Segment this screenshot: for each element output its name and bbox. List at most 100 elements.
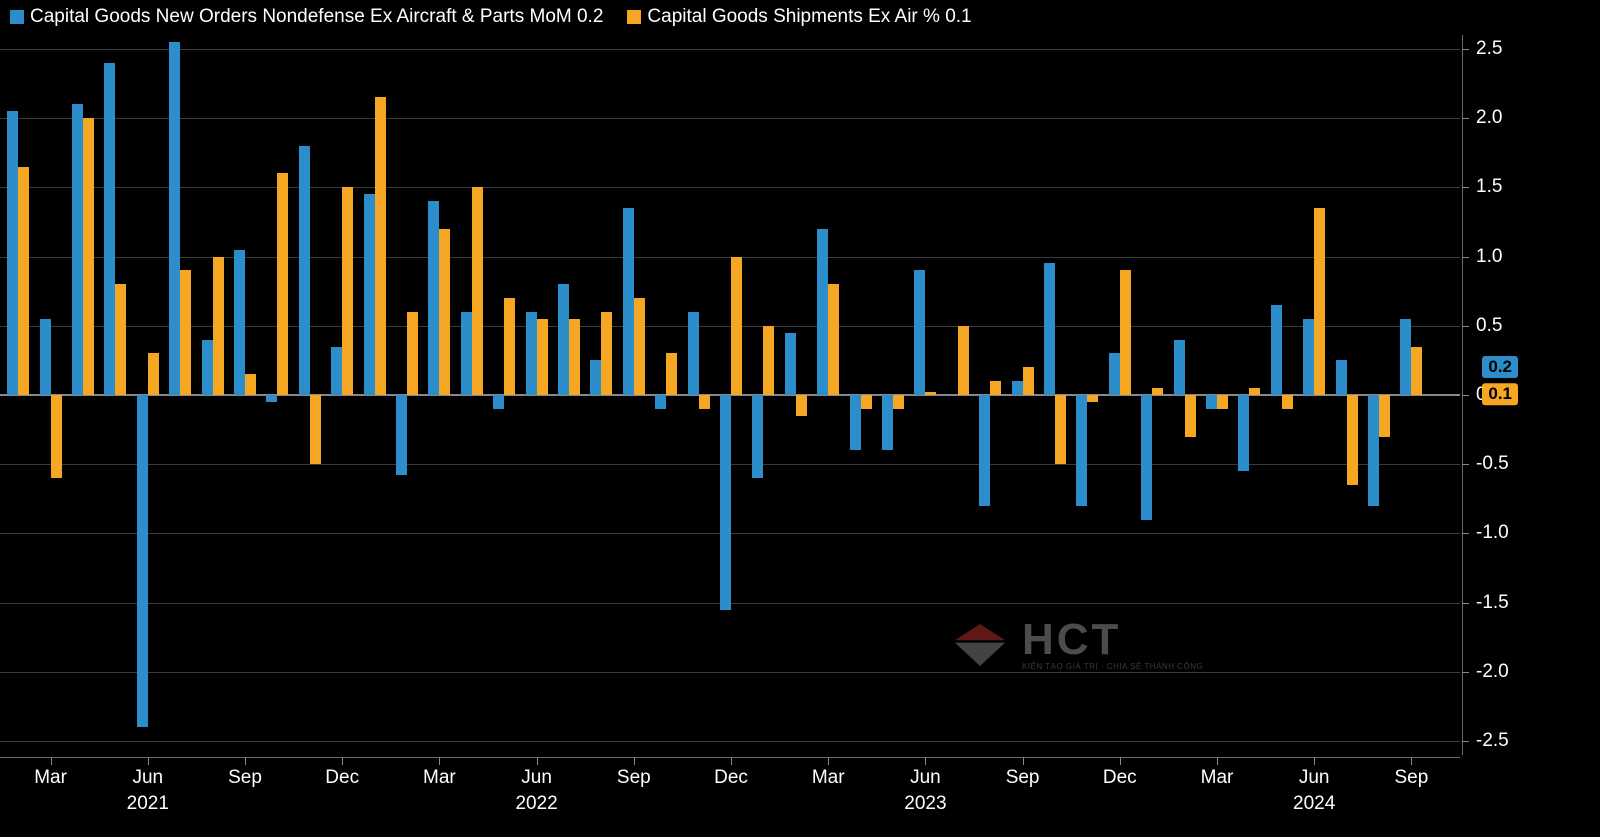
y-tick-mark (1462, 187, 1469, 188)
x-tick-label: Jun (1299, 767, 1330, 789)
bar-orders (364, 194, 375, 395)
bar-orders (752, 395, 763, 478)
bar-orders (266, 395, 277, 402)
y-tick-label: 1.0 (1476, 246, 1502, 268)
y-tick-mark (1462, 49, 1469, 50)
bar-orders (720, 395, 731, 610)
y-tick-label: -2.0 (1476, 661, 1509, 683)
legend-item-orders: Capital Goods New Orders Nondefense Ex A… (10, 6, 603, 28)
bar-orders (428, 201, 439, 395)
bar-orders (104, 63, 115, 395)
bar-shipments (407, 312, 418, 395)
bar-orders (1141, 395, 1152, 520)
legend-swatch-shipments (627, 10, 641, 24)
latest-value-marker: 0.1 (1482, 383, 1518, 405)
bar-orders (882, 395, 893, 450)
bar-shipments (731, 257, 742, 395)
bar-shipments (569, 319, 580, 395)
latest-value-marker: 0.2 (1482, 356, 1518, 378)
bar-orders (1076, 395, 1087, 506)
y-tick-label: 2.0 (1476, 107, 1502, 129)
watermark-title: HCT (1022, 620, 1203, 660)
bar-shipments (213, 257, 224, 395)
bar-orders (299, 146, 310, 395)
x-year-label: 2024 (1293, 793, 1335, 815)
x-tick-mark (731, 757, 732, 765)
x-tick-mark (828, 757, 829, 765)
bar-shipments (277, 173, 288, 395)
x-tick-mark (1023, 757, 1024, 765)
x-year-label: 2021 (127, 793, 169, 815)
bar-orders (1271, 305, 1282, 395)
bar-shipments (666, 353, 677, 395)
y-tick-label: 0.5 (1476, 315, 1502, 337)
bar-shipments (990, 381, 1001, 395)
y-tick-mark (1462, 257, 1469, 258)
bar-shipments (1217, 395, 1228, 409)
bar-orders (202, 340, 213, 395)
x-tick-label: Mar (1201, 767, 1234, 789)
bar-shipments (1249, 388, 1260, 395)
bar-orders (623, 208, 634, 395)
bar-orders (1109, 353, 1120, 395)
bar-shipments (537, 319, 548, 395)
x-tick-mark (634, 757, 635, 765)
bar-shipments (115, 284, 126, 395)
x-tick-mark (51, 757, 52, 765)
bar-orders (72, 104, 83, 395)
bar-shipments (1185, 395, 1196, 437)
bar-orders (914, 270, 925, 395)
bar-orders (396, 395, 407, 475)
x-tick-mark (1217, 757, 1218, 765)
y-tick-label: 2.5 (1476, 38, 1502, 60)
y-tick-label: -2.5 (1476, 730, 1509, 752)
bar-shipments (472, 187, 483, 395)
bar-shipments (828, 284, 839, 395)
bar-orders (1368, 395, 1379, 506)
bar-shipments (699, 395, 710, 409)
y-tick-label: -1.5 (1476, 592, 1509, 614)
bar-orders (1336, 360, 1347, 395)
bar-orders (817, 229, 828, 395)
x-tick-label: Mar (812, 767, 845, 789)
x-tick-label: Sep (1006, 767, 1040, 789)
legend-label-shipments: Capital Goods Shipments Ex Air % 0.1 (647, 6, 971, 28)
y-axis: -2.5-2.0-1.5-1.0-0.50.00.51.01.52.02.5 0… (1460, 35, 1600, 755)
y-tick-mark (1462, 533, 1469, 534)
y-tick-mark (1462, 326, 1469, 327)
x-tick-label: Jun (910, 767, 941, 789)
bar-orders (1012, 381, 1023, 395)
bar-orders (850, 395, 861, 450)
x-tick-label: Sep (228, 767, 262, 789)
watermark-tagline: KIẾN TẠO GIÁ TRỊ · CHIA SẺ THÀNH CÔNG (1022, 662, 1203, 671)
bar-shipments (1379, 395, 1390, 437)
bar-shipments (1055, 395, 1066, 464)
bar-shipments (1314, 208, 1325, 395)
bar-orders (40, 319, 51, 395)
bar-orders (493, 395, 504, 409)
x-tick-mark (1314, 757, 1315, 765)
bar-shipments (51, 395, 62, 478)
bar-orders (785, 333, 796, 395)
y-tick-mark (1462, 603, 1469, 604)
bar-orders (7, 111, 18, 395)
bar-orders (331, 347, 342, 395)
bar-orders (1238, 395, 1249, 471)
bar-orders (688, 312, 699, 395)
bar-shipments (375, 97, 386, 395)
bar-shipments (893, 395, 904, 409)
bar-shipments (18, 167, 29, 395)
x-tick-label: Sep (617, 767, 651, 789)
bar-shipments (796, 395, 807, 416)
x-year-label: 2022 (515, 793, 557, 815)
bar-shipments (342, 187, 353, 395)
bar-shipments (439, 229, 450, 395)
bar-shipments (763, 326, 774, 395)
bar-shipments (310, 395, 321, 464)
bar-shipments (601, 312, 612, 395)
x-tick-label: Sep (1394, 767, 1428, 789)
y-tick-label: -0.5 (1476, 453, 1509, 475)
x-tick-label: Dec (714, 767, 748, 789)
x-tick-mark (439, 757, 440, 765)
x-tick-mark (1120, 757, 1121, 765)
